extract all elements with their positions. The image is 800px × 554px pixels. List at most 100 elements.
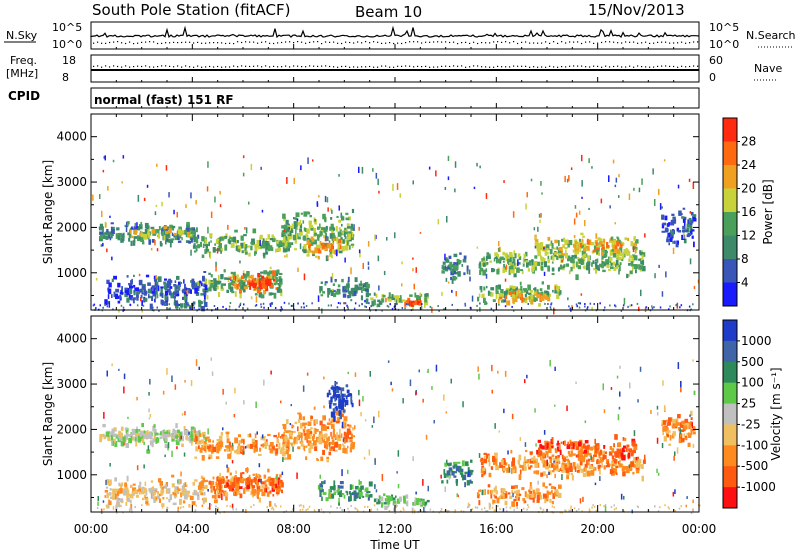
- echo-cell: [441, 291, 443, 296]
- echo-cell: [667, 430, 671, 433]
- echo-cell: [109, 231, 113, 236]
- echo-cell: [258, 475, 261, 480]
- nave-point: [509, 66, 511, 68]
- echo-cell: [269, 292, 274, 295]
- echo-cell: [508, 467, 511, 473]
- echo-cell: [562, 253, 566, 256]
- echo-cell: [251, 478, 255, 483]
- echo-cell: [271, 482, 273, 486]
- echo-cell: [581, 180, 583, 187]
- nave-point: [405, 65, 407, 67]
- echo-cell: [480, 457, 484, 461]
- echo-cell: [412, 268, 414, 272]
- echo-cell: [577, 258, 582, 264]
- echo-cell: [104, 155, 106, 161]
- echo-cell: [99, 231, 102, 235]
- echo-cell: [463, 474, 467, 480]
- echo-cell: [247, 283, 251, 287]
- echo-cell: [497, 505, 499, 508]
- echo-cell: [164, 440, 168, 443]
- echo-cell: [92, 194, 94, 201]
- echo-cell: [627, 249, 630, 254]
- echo-cell: [183, 430, 188, 436]
- echo-cell: [167, 238, 171, 243]
- echo-cell: [119, 488, 123, 494]
- echo-cell: [597, 460, 601, 463]
- echo-cell: [674, 489, 676, 494]
- echo-cell: [226, 479, 230, 483]
- echo-cell: [269, 238, 274, 241]
- echo-cell: [324, 480, 326, 485]
- echo-cell: [320, 508, 323, 511]
- echo-cell: [173, 295, 176, 299]
- echo-cell: [392, 500, 397, 506]
- echo-cell: [684, 229, 688, 233]
- echo-cell: [338, 501, 340, 506]
- echo-cell: [176, 235, 180, 240]
- echo-cell: [359, 251, 361, 258]
- echo-cell: [498, 241, 500, 247]
- echo-cell: [119, 291, 124, 295]
- echo-cell: [602, 383, 604, 391]
- echo-cell: [418, 369, 420, 373]
- echo-cell: [135, 494, 139, 498]
- echo-cell: [445, 258, 449, 261]
- echo-cell: [310, 427, 313, 430]
- nsearch-point: [477, 42, 479, 45]
- echo-cell: [634, 443, 638, 447]
- echo-cell: [328, 240, 331, 243]
- echo-cell: [371, 300, 375, 307]
- echo-cell: [512, 457, 516, 464]
- echo-cell: [333, 480, 336, 486]
- echo-cell: [222, 305, 224, 308]
- echo-cell: [346, 389, 350, 394]
- nave-point: [453, 65, 455, 67]
- echo-cell: [618, 463, 623, 467]
- echo-cell: [168, 291, 172, 296]
- echo-cell: [296, 436, 299, 440]
- echo-cell: [129, 499, 132, 504]
- echo-cell: [222, 490, 227, 494]
- echo-cell: [320, 433, 323, 438]
- echo-cell: [512, 285, 517, 290]
- nsearch-point: [645, 41, 647, 43]
- echo-cell: [445, 259, 450, 263]
- nave-point: [653, 66, 655, 68]
- echo-cell: [272, 237, 276, 243]
- echo-cell: [511, 305, 513, 308]
- nave-point: [353, 66, 355, 68]
- echo-cell: [181, 306, 183, 309]
- echo-cell: [534, 408, 536, 413]
- echo-cell: [222, 479, 225, 484]
- echo-cell: [148, 392, 150, 396]
- echo-cell: [619, 250, 622, 254]
- echo-cell: [120, 441, 125, 447]
- echo-cell: [585, 264, 590, 271]
- echo-cell: [265, 279, 269, 286]
- nave-point: [457, 65, 459, 67]
- nave-point: [145, 65, 147, 67]
- echo-cell: [200, 301, 203, 305]
- echo-cell: [158, 226, 161, 231]
- echo-cell: [177, 491, 180, 494]
- echo-cell: [347, 424, 350, 427]
- echo-cell: [109, 215, 111, 218]
- echo-cell: [107, 482, 110, 485]
- echo-cell: [221, 283, 225, 287]
- echo-cell: [217, 247, 220, 252]
- echo-cell: [233, 414, 236, 418]
- nsearch-point: [409, 41, 411, 43]
- echo-cell: [283, 236, 286, 241]
- echo-cell: [388, 298, 392, 302]
- echo-cell: [140, 491, 145, 495]
- echo-cell: [259, 240, 261, 246]
- echo-cell: [276, 240, 279, 244]
- echo-cell: [540, 266, 544, 271]
- echo-cell: [509, 287, 513, 291]
- echo-cell: [313, 509, 316, 512]
- nsearch-point: [169, 42, 171, 44]
- echo-cell: [200, 488, 204, 491]
- nsearch-point: [449, 41, 451, 44]
- echo-cell: [291, 436, 294, 440]
- echo-cell: [292, 430, 296, 433]
